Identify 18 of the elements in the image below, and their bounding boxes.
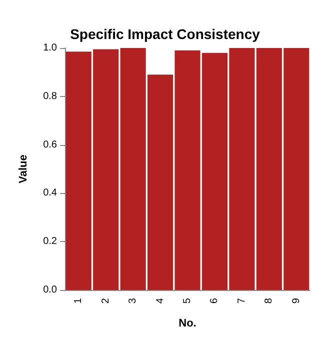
- x-axis-title: No.: [178, 318, 196, 330]
- y-tick-label: 1.0: [43, 42, 58, 54]
- x-tick-label: 8: [264, 298, 275, 304]
- y-tick-label: 0.6: [43, 139, 58, 150]
- x-tick-label: 7: [236, 298, 248, 304]
- x-tick-label: 9: [290, 298, 302, 304]
- x-tick-label: 5: [182, 298, 193, 304]
- y-tick-label: 0.8: [43, 90, 58, 102]
- x-tick-label: 1: [73, 298, 84, 304]
- y-tick-label: 0.4: [43, 188, 58, 199]
- y-tick-label: 0.2: [43, 236, 58, 248]
- x-tick-label: 6: [209, 298, 220, 304]
- x-tick-label: 2: [100, 298, 112, 304]
- y-tick-label: 0.0: [43, 284, 58, 296]
- y-axis-title: Value: [18, 154, 30, 184]
- x-tick-label: 3: [128, 298, 139, 304]
- chart-title: Specific Impact Consistency: [70, 26, 260, 42]
- x-tick-label: 4: [154, 298, 166, 304]
